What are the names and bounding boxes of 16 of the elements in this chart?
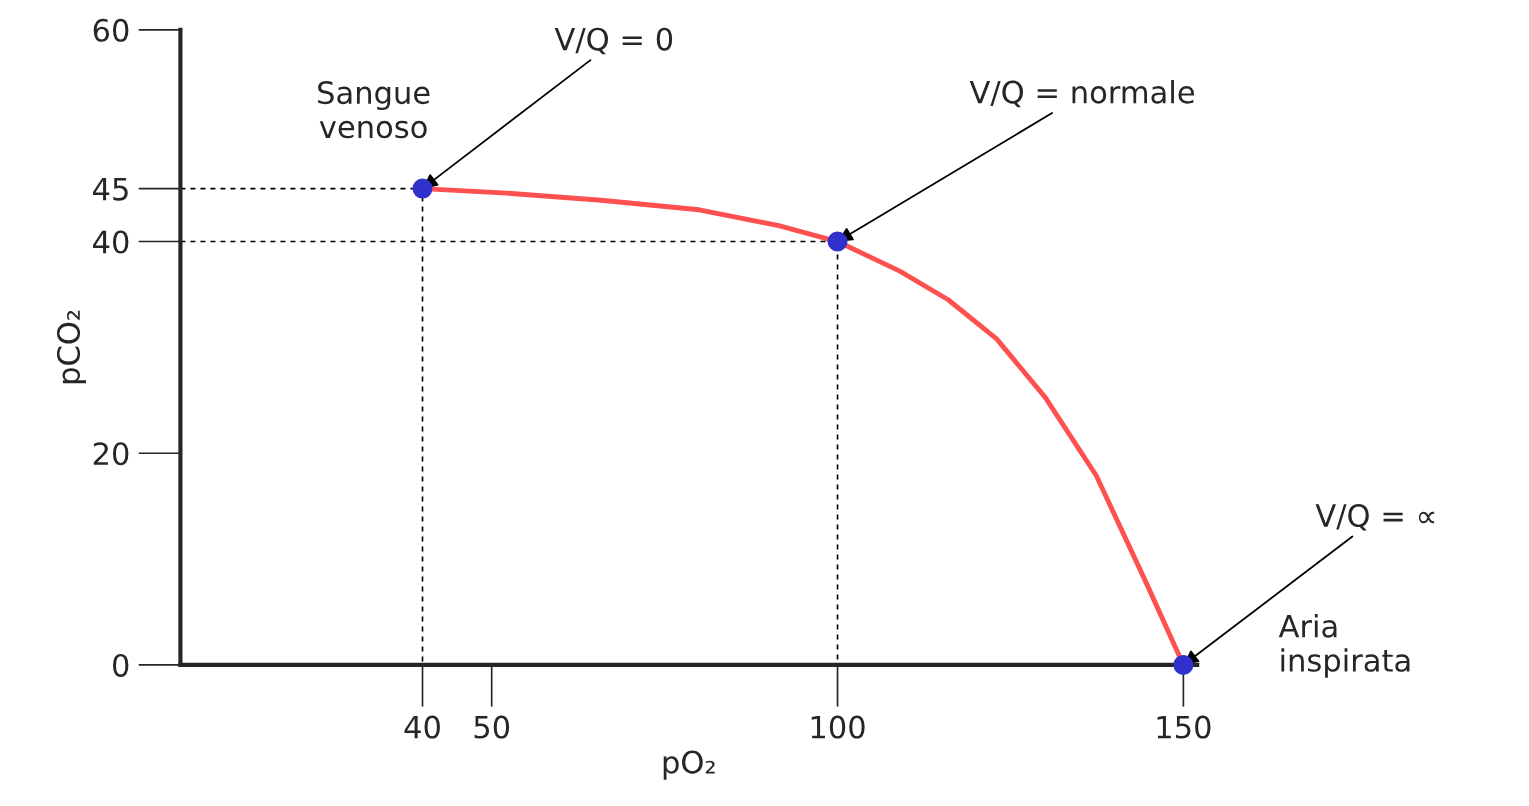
x-tick-label: 150 <box>1157 715 1211 739</box>
y-tick-label: 45 <box>93 177 128 201</box>
y-tick-label: 20 <box>93 442 129 466</box>
x-axis-title: pO₂ <box>663 750 715 780</box>
x-tick-label: 50 <box>474 715 510 739</box>
y-tick-label: 40 <box>93 230 129 254</box>
y-axis-title: pCO₂ <box>56 310 86 384</box>
x-tick-label: 100 <box>811 715 865 739</box>
annotation: Sangue venoso <box>318 81 430 139</box>
annotation: V/Q = normale <box>969 80 1194 108</box>
annotation: V/Q = ∝ <box>1315 503 1435 531</box>
text: Aria inspirata <box>1278 614 1410 678</box>
annotation: V/Q = 0 <box>554 27 673 55</box>
x-tick-label: 40 <box>404 715 440 739</box>
y-tick-label: 60 <box>93 18 129 42</box>
y-tick-label: 0 <box>113 653 129 677</box>
